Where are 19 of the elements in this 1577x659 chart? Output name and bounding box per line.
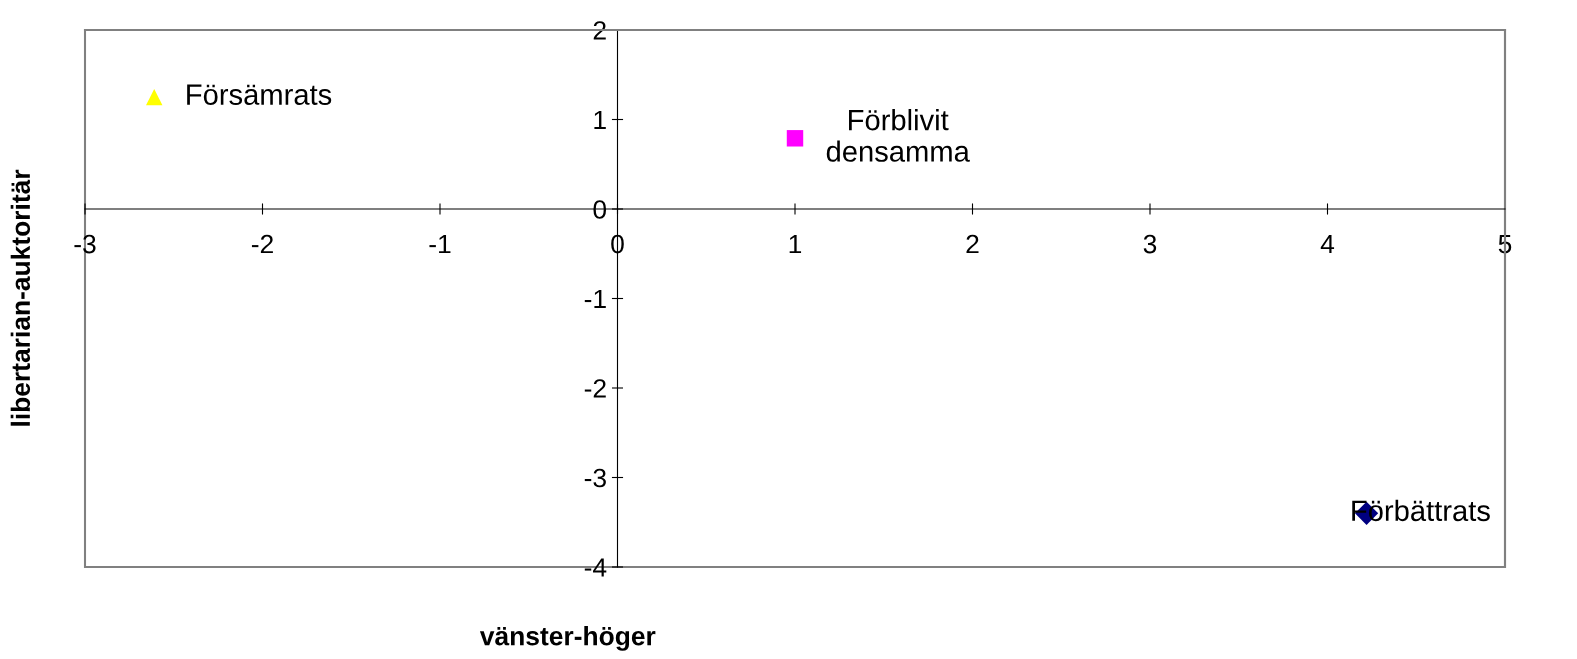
x-tick-label: -3 <box>74 234 96 254</box>
point <box>786 130 804 147</box>
x-tick-label: -2 <box>251 234 273 254</box>
y-tick-label: -3 <box>584 468 606 488</box>
y-axis-title: libertarian-auktoritär <box>10 169 31 426</box>
x-tick-label: 3 <box>1143 234 1157 254</box>
series-label: Försämrats <box>187 84 332 105</box>
y-tick-label: -4 <box>584 558 607 577</box>
y-tick-label: 0 <box>593 200 607 219</box>
y-tick-label: 1 <box>594 110 606 130</box>
point <box>146 88 163 106</box>
y-tick-label: -2 <box>584 379 606 398</box>
y-tick-label: -1 <box>584 289 606 309</box>
x-tick-label: 4 <box>1320 234 1335 254</box>
x-tick-label: -1 <box>429 234 451 254</box>
x-tick-label: 1 <box>789 234 802 254</box>
x-axis-title: vänster-höger <box>479 626 656 651</box>
series-label: Förblivit densamma <box>826 108 970 162</box>
x-tick-label: 2 <box>966 234 979 254</box>
